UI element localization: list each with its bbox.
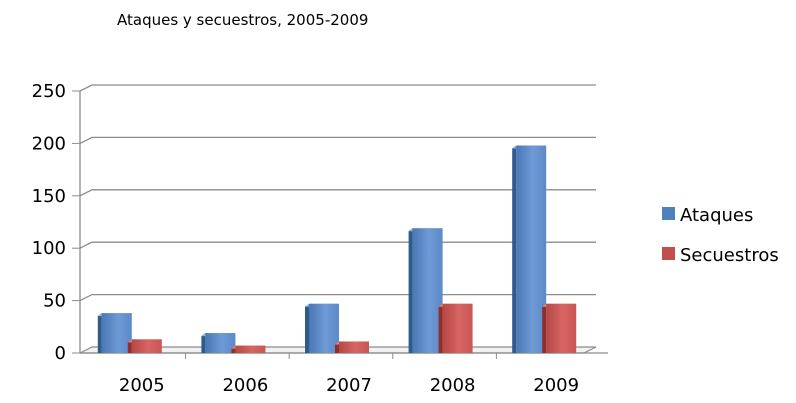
bar-front	[516, 145, 547, 353]
bar-side	[542, 303, 547, 353]
bars	[97, 145, 577, 353]
x-tick-label: 2007	[326, 375, 372, 396]
bar-ataques-2009	[512, 145, 547, 353]
legend-swatch-secuestros	[662, 247, 675, 260]
gridline	[79, 136, 596, 144]
bar-secuestros-2009	[542, 303, 577, 353]
bar-ataques-2006	[201, 333, 236, 353]
bar-side	[127, 339, 132, 353]
bar-front	[339, 341, 369, 353]
chart-title: Ataques y secuestros, 2005-2009	[117, 11, 368, 29]
bar-secuestros-2006	[231, 345, 266, 353]
x-tick-label: 2008	[430, 375, 476, 396]
bar-front	[309, 303, 339, 353]
bar-front	[235, 345, 266, 353]
legend-swatch-ataques	[662, 207, 675, 220]
y-tick-label: 100	[32, 238, 66, 259]
bar-side	[97, 313, 102, 353]
y-tick-label: 0	[55, 343, 66, 364]
bar-side	[438, 303, 443, 353]
x-tick-label: 2009	[533, 375, 579, 396]
bar-side	[408, 228, 413, 353]
bar-front	[442, 303, 473, 353]
gridline	[79, 189, 596, 197]
bar-secuestros-2007	[335, 341, 369, 353]
bar-side	[201, 333, 206, 353]
bar-secuestros-2005	[127, 339, 162, 353]
bar-front	[131, 339, 162, 353]
bar-front	[205, 333, 236, 353]
bar-front	[412, 228, 443, 353]
y-tick-label: 200	[32, 133, 66, 154]
gridline	[79, 84, 596, 92]
bar-ataques-2007	[305, 303, 339, 353]
legend: Ataques Secuestros	[662, 205, 779, 266]
bar-side	[512, 145, 517, 353]
bar-front	[546, 303, 577, 353]
x-axis-ticks: 2005 2006 2007 2008 2009	[119, 353, 579, 396]
legend-label-secuestros: Secuestros	[680, 245, 779, 266]
x-tick-label: 2005	[119, 375, 165, 396]
legend-label-ataques: Ataques	[680, 205, 753, 226]
x-tick-label: 2006	[222, 375, 268, 396]
y-axis-ticks: 0 50 100 150 200 250	[32, 81, 80, 364]
y-tick-label: 150	[32, 186, 66, 207]
bar-secuestros-2008	[438, 303, 473, 353]
bar-side	[305, 303, 309, 353]
y-tick-label: 250	[32, 81, 66, 102]
y-tick-label: 50	[43, 291, 66, 312]
bar-ataques-2005	[97, 313, 132, 353]
bar-front	[101, 313, 132, 353]
bar-ataques-2008	[408, 228, 443, 353]
